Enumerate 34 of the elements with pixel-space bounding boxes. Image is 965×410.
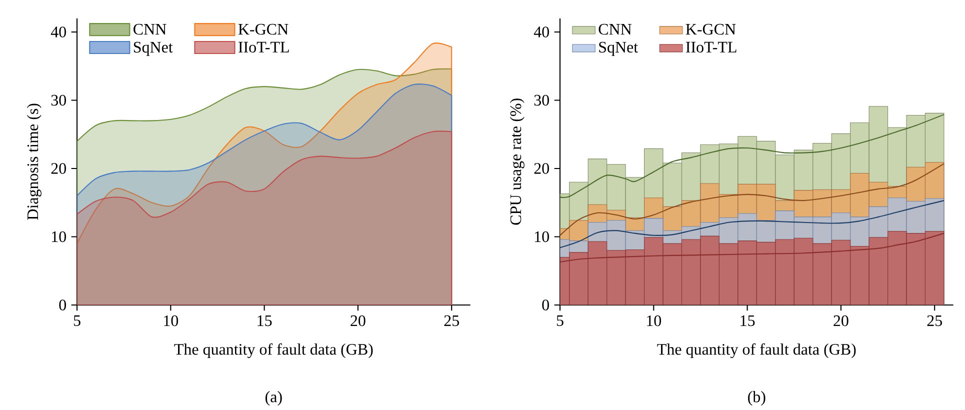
y-tick-label: 30 [534,94,549,106]
legend-label: K-GCN [686,24,736,35]
y-tick-label: 40 [50,26,66,38]
y-tick-label: 20 [534,163,549,174]
legend-label: SqNet [599,42,638,56]
y-tick-label: 20 [51,163,66,174]
legend-label: K-GCN [238,24,288,35]
y-tick-label: 0 [59,300,66,310]
y-tick-label: 0 [542,300,549,310]
legend-label: SqNet [134,42,173,56]
x-tick-label: 15 [258,315,272,326]
x-tick-label: 5 [74,315,80,326]
x-tick-label: 15 [740,315,755,326]
x-tick-label: 20 [834,315,848,326]
legend-label: IIoT-TL [238,42,289,53]
x-axis-title: The quantity of fault data (GB) [174,343,373,358]
legend-label: CNN [598,24,632,35]
x-tick-label: 10 [164,315,178,326]
x-tick-label: 5 [556,315,564,326]
x-tick-label: 20 [350,315,366,326]
text: (a) [266,391,282,406]
x-tick-label: 10 [647,315,662,326]
text: (b) [748,391,766,406]
y-tick-label: 10 [52,231,66,242]
y-axis-title: Diagnosis time (s) [26,104,42,220]
legend-label: IIoT-TL [686,42,736,53]
y-tick-label: 30 [51,94,66,106]
y-tick-label: 40 [534,26,549,38]
legend-label: CNN [134,24,166,35]
x-tick-label: 25 [927,315,942,326]
y-tick-label: 10 [535,231,549,242]
x-tick-label: 25 [444,315,459,326]
y-axis-title: CPU usage rate (%) [510,98,524,225]
x-axis-title: The quantity of fault data (GB) [657,343,856,358]
